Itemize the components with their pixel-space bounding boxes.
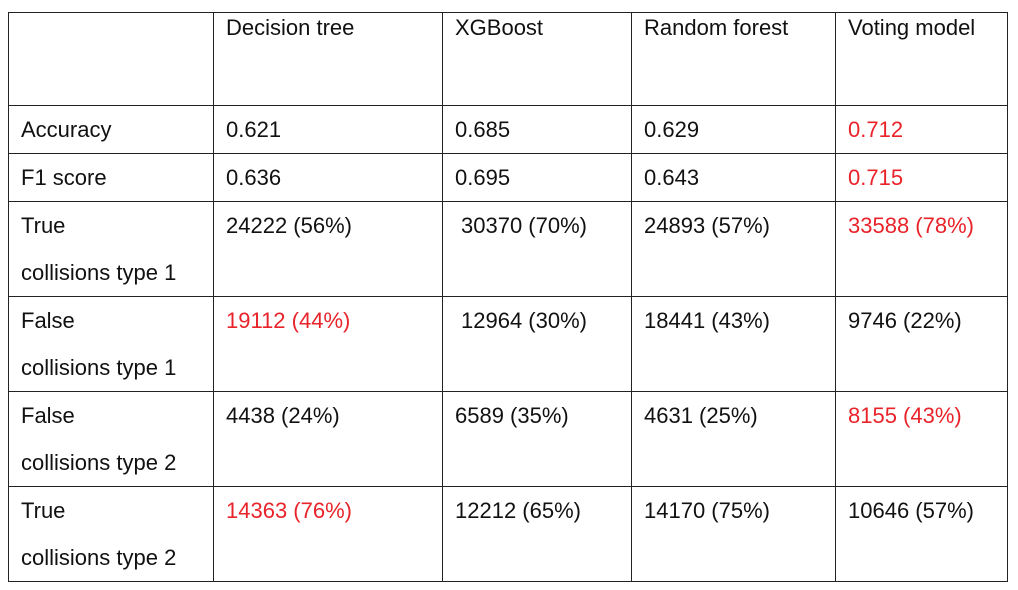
table-cell: 0.643 [631, 153, 836, 202]
cell-value-highlighted: 33588 (78%) [848, 213, 974, 238]
cell-value: 0.685 [455, 117, 511, 142]
table-cell: 0.621 [213, 105, 443, 154]
table-cell: 24222 (56%) [213, 201, 443, 297]
table-cell: 33588 (78%) [835, 201, 1008, 297]
header-cell-decision-tree: Decision tree [213, 12, 443, 106]
table-cell: 0.715 [835, 153, 1008, 202]
table-cell: 0.629 [631, 105, 836, 154]
row-label-line: False [21, 308, 75, 333]
table-row-false-collisions-type-1: False collisions type 1 19112 (44%) 1296… [8, 296, 1008, 392]
cell-value-highlighted: 14363 (76%) [226, 498, 352, 523]
table-cell: 30370 (70%) [442, 201, 632, 297]
cell-value: 0.629 [644, 117, 700, 142]
table-cell: 14363 (76%) [213, 486, 443, 582]
cell-value: 0.621 [226, 117, 282, 142]
cell-value: 0.695 [455, 165, 511, 190]
cell-value: 14170 (75%) [644, 498, 770, 523]
cell-value: 0.636 [226, 165, 282, 190]
table-header: Decision tree XGBoost Random forest Voti… [8, 12, 1008, 106]
table-row-true-collisions-type-2: True collisions type 2 14363 (76%) 12212… [8, 486, 1008, 582]
row-label-line: collisions type 2 [21, 450, 177, 475]
cell-value-highlighted: 0.715 [848, 165, 904, 190]
row-label-true-collisions-type-2: True collisions type 2 [8, 486, 214, 582]
table-row-true-collisions-type-1: True collisions type 1 24222 (56%) 30370… [8, 201, 1008, 297]
cell-value: 30370 (70%) [461, 213, 587, 238]
table-cell: 12212 (65%) [442, 486, 632, 582]
table-cell: 8155 (43%) [835, 391, 1008, 487]
row-label-f1-score: F1 score [8, 153, 214, 202]
cell-value: 0.643 [644, 165, 700, 190]
table-cell: 6589 (35%) [442, 391, 632, 487]
row-label-line: collisions type 1 [21, 260, 177, 285]
header-cell-xgboost: XGBoost [442, 12, 632, 106]
row-label-line: F1 score [21, 165, 107, 190]
header-cell-voting-model: Voting model [835, 12, 1008, 106]
cell-value: 18441 (43%) [644, 308, 770, 333]
table-cell: 0.685 [442, 105, 632, 154]
row-label-true-collisions-type-1: True collisions type 1 [8, 201, 214, 297]
row-label-line: True [21, 498, 66, 523]
table-cell: 0.636 [213, 153, 443, 202]
row-label-line: True [21, 213, 66, 238]
header-cell-random-forest: Random forest [631, 12, 836, 106]
row-label-line: False [21, 403, 75, 428]
table-row-false-collisions-type-2: False collisions type 2 4438 (24%) 6589 … [8, 391, 1008, 487]
cell-value: 24893 (57%) [644, 213, 770, 238]
table-cell: 12964 (30%) [442, 296, 632, 392]
cell-value: 12212 (65%) [455, 498, 581, 523]
row-label-line: collisions type 2 [21, 545, 177, 570]
cell-value-highlighted: 8155 (43%) [848, 403, 962, 428]
table-cell: 19112 (44%) [213, 296, 443, 392]
table-cell: 0.712 [835, 105, 1008, 154]
table-cell: 4438 (24%) [213, 391, 443, 487]
cell-value: 10646 (57%) [848, 498, 974, 523]
results-table: Decision tree XGBoost Random forest Voti… [8, 12, 1008, 582]
header-cell-empty [8, 12, 214, 106]
cell-value: 6589 (35%) [455, 403, 569, 428]
cell-value: 4631 (25%) [644, 403, 758, 428]
row-label-false-collisions-type-1: False collisions type 1 [8, 296, 214, 392]
table-cell: 4631 (25%) [631, 391, 836, 487]
row-label-line: collisions type 1 [21, 355, 177, 380]
cell-value: 12964 (30%) [461, 308, 587, 333]
cell-value: 24222 (56%) [226, 213, 352, 238]
table-cell: 9746 (22%) [835, 296, 1008, 392]
table-cell: 0.695 [442, 153, 632, 202]
table-row-accuracy: Accuracy 0.621 0.685 0.629 0.712 [8, 105, 1008, 154]
table-body: Accuracy 0.621 0.685 0.629 0.712 F1 scor… [8, 105, 1008, 582]
row-label-line: Accuracy [21, 117, 112, 142]
table-row-f1-score: F1 score 0.636 0.695 0.643 0.715 [8, 153, 1008, 202]
table-cell: 24893 (57%) [631, 201, 836, 297]
table-cell: 14170 (75%) [631, 486, 836, 582]
table-cell: 18441 (43%) [631, 296, 836, 392]
cell-value: 9746 (22%) [848, 308, 962, 333]
cell-value-highlighted: 19112 (44%) [226, 308, 351, 333]
row-label-accuracy: Accuracy [8, 105, 214, 154]
cell-value-highlighted: 0.712 [848, 117, 904, 142]
table-cell: 10646 (57%) [835, 486, 1008, 582]
cell-value: 4438 (24%) [226, 403, 340, 428]
header-row: Decision tree XGBoost Random forest Voti… [8, 12, 1008, 106]
row-label-false-collisions-type-2: False collisions type 2 [8, 391, 214, 487]
